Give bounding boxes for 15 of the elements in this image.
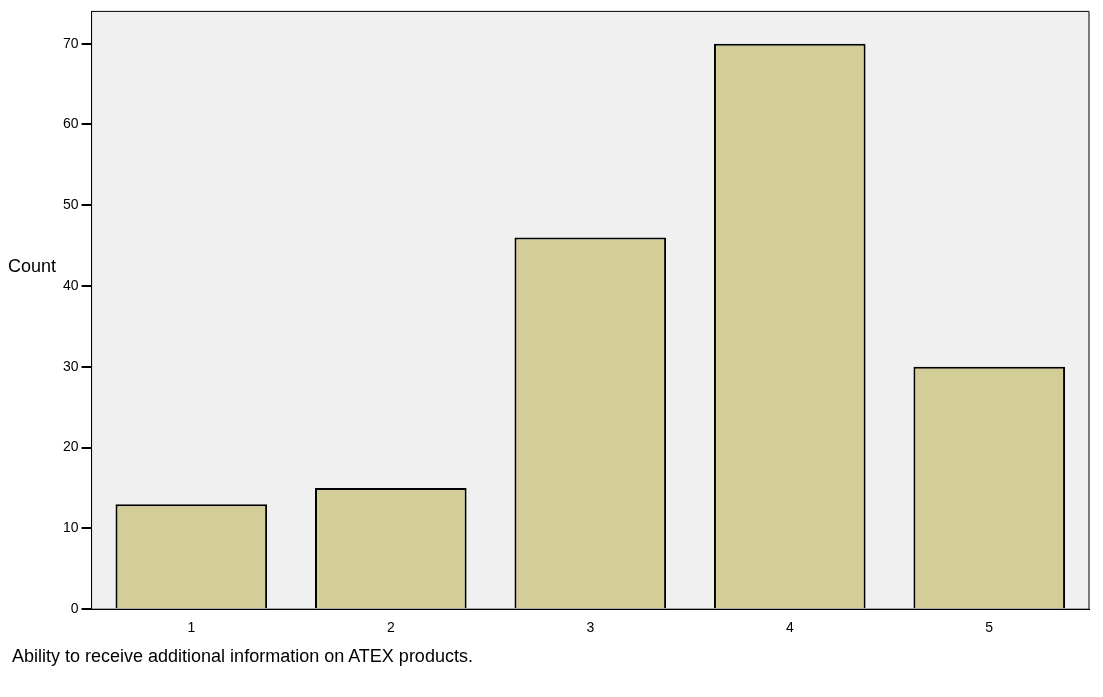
y-tick-label: 50 — [62, 196, 79, 213]
y-tick-label: 40 — [62, 276, 79, 293]
y-tick-label: 0 — [70, 600, 79, 617]
x-axis-title: Ability to receive additional information on ATEX products. — [12, 646, 473, 667]
x-tick-label: 4 — [785, 619, 794, 636]
y-tick-label: 20 — [62, 438, 79, 455]
x-tick-label: 2 — [386, 619, 395, 636]
x-tick-label: 1 — [187, 619, 196, 636]
y-tick-label: 30 — [62, 357, 79, 374]
x-tick-label: 5 — [985, 619, 994, 636]
y-tick-label: 70 — [62, 34, 79, 51]
y-axis-title: Count — [8, 256, 57, 277]
x-tick-label: 3 — [586, 619, 595, 636]
y-tick-label: 60 — [62, 115, 79, 132]
y-tick-label: 10 — [62, 519, 79, 536]
